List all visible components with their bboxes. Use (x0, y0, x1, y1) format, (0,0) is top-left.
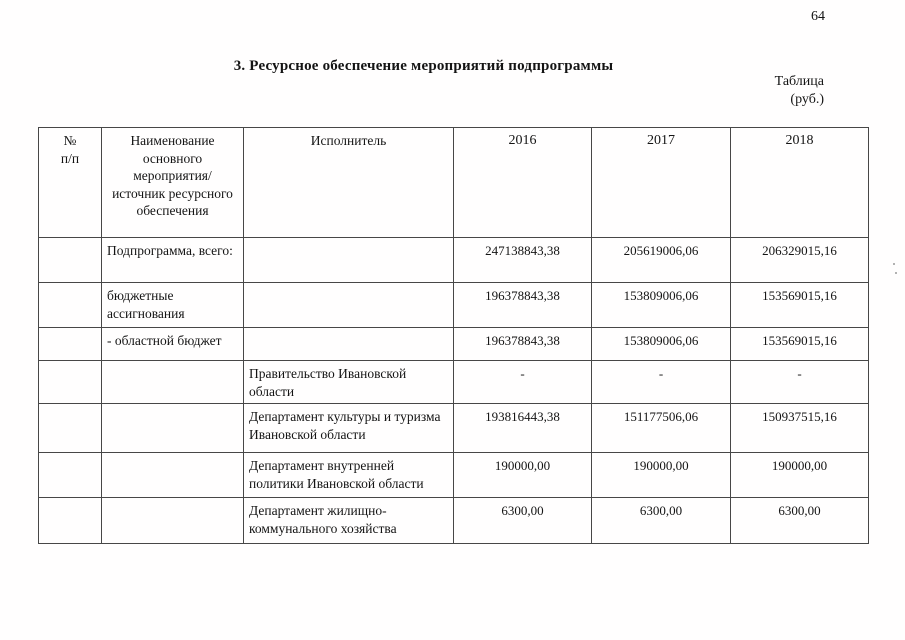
header-cell-name: Наименование основного мероприятия/ исто… (101, 127, 244, 238)
scan-speck (893, 263, 895, 265)
cell-executor (243, 327, 454, 361)
cell-2017: 153809006,06 (591, 327, 731, 361)
cell-2017: - (591, 360, 731, 404)
cell-2018: 190000,00 (730, 452, 869, 498)
cell-2017: 151177506,06 (591, 403, 731, 453)
cell-2017: 205619006,06 (591, 237, 731, 283)
cell-num (38, 360, 102, 404)
cell-num (38, 282, 102, 328)
cell-2018: 6300,00 (730, 497, 869, 544)
section-title: 3. Ресурсное обеспечение мероприятий под… (233, 58, 614, 74)
cell-2017: 190000,00 (591, 452, 731, 498)
cell-2018: 150937515,16 (730, 403, 869, 453)
cell-executor: Департамент внутренней политики Ивановск… (243, 452, 454, 498)
cell-executor (243, 237, 454, 283)
scan-speck (895, 272, 897, 274)
table-row: Департамент культуры и туризма Ивановско… (38, 403, 869, 453)
page-number: 64 (811, 9, 825, 24)
table-row: Правительство Ивановской области - - - (38, 360, 869, 404)
cell-num (38, 452, 102, 498)
cell-executor: Департамент культуры и туризма Ивановско… (243, 403, 454, 453)
cell-2018: 153569015,16 (730, 282, 869, 328)
header-cell-2018: 2018 (730, 127, 869, 238)
cell-name (101, 360, 244, 404)
cell-name: - областной бюджет (101, 327, 244, 361)
cell-name: Подпрограмма, всего: (101, 237, 244, 283)
table-row: Департамент жилищно-коммунального хозяйс… (38, 497, 869, 544)
table-row: бюджетные ассигнования 196378843,38 1538… (38, 282, 869, 328)
cell-2016: 193816443,38 (453, 403, 592, 453)
header-cell-num: № п/п (38, 127, 102, 238)
cell-2016: 196378843,38 (453, 327, 592, 361)
cell-num (38, 237, 102, 283)
cell-2017: 6300,00 (591, 497, 731, 544)
table-row: - областной бюджет 196378843,38 15380900… (38, 327, 869, 361)
cell-2018: - (730, 360, 869, 404)
header-cell-2017: 2017 (591, 127, 731, 238)
table-unit-label: Таблица (руб.) (774, 74, 824, 107)
cell-2016: - (453, 360, 592, 404)
cell-2016: 247138843,38 (453, 237, 592, 283)
table-row: Департамент внутренней политики Ивановск… (38, 452, 869, 498)
table-row: Подпрограмма, всего: 247138843,38 205619… (38, 237, 869, 283)
cell-2017: 153809006,06 (591, 282, 731, 328)
cell-executor: Департамент жилищно-коммунального хозяйс… (243, 497, 454, 544)
cell-name (101, 452, 244, 498)
resource-table: № п/п Наименование основного мероприятия… (38, 127, 869, 544)
cell-2016: 196378843,38 (453, 282, 592, 328)
cell-executor (243, 282, 454, 328)
table-header-row: № п/п Наименование основного мероприятия… (38, 127, 869, 238)
header-cell-2016: 2016 (453, 127, 592, 238)
cell-num (38, 497, 102, 544)
cell-2018: 153569015,16 (730, 327, 869, 361)
cell-2018: 206329015,16 (730, 237, 869, 283)
cell-name: бюджетные ассигнования (101, 282, 244, 328)
cell-2016: 6300,00 (453, 497, 592, 544)
header-cell-executor: Исполнитель (243, 127, 454, 238)
cell-2016: 190000,00 (453, 452, 592, 498)
cell-name (101, 497, 244, 544)
cell-num (38, 403, 102, 453)
cell-num (38, 327, 102, 361)
cell-name (101, 403, 244, 453)
cell-executor: Правительство Ивановской области (243, 360, 454, 404)
